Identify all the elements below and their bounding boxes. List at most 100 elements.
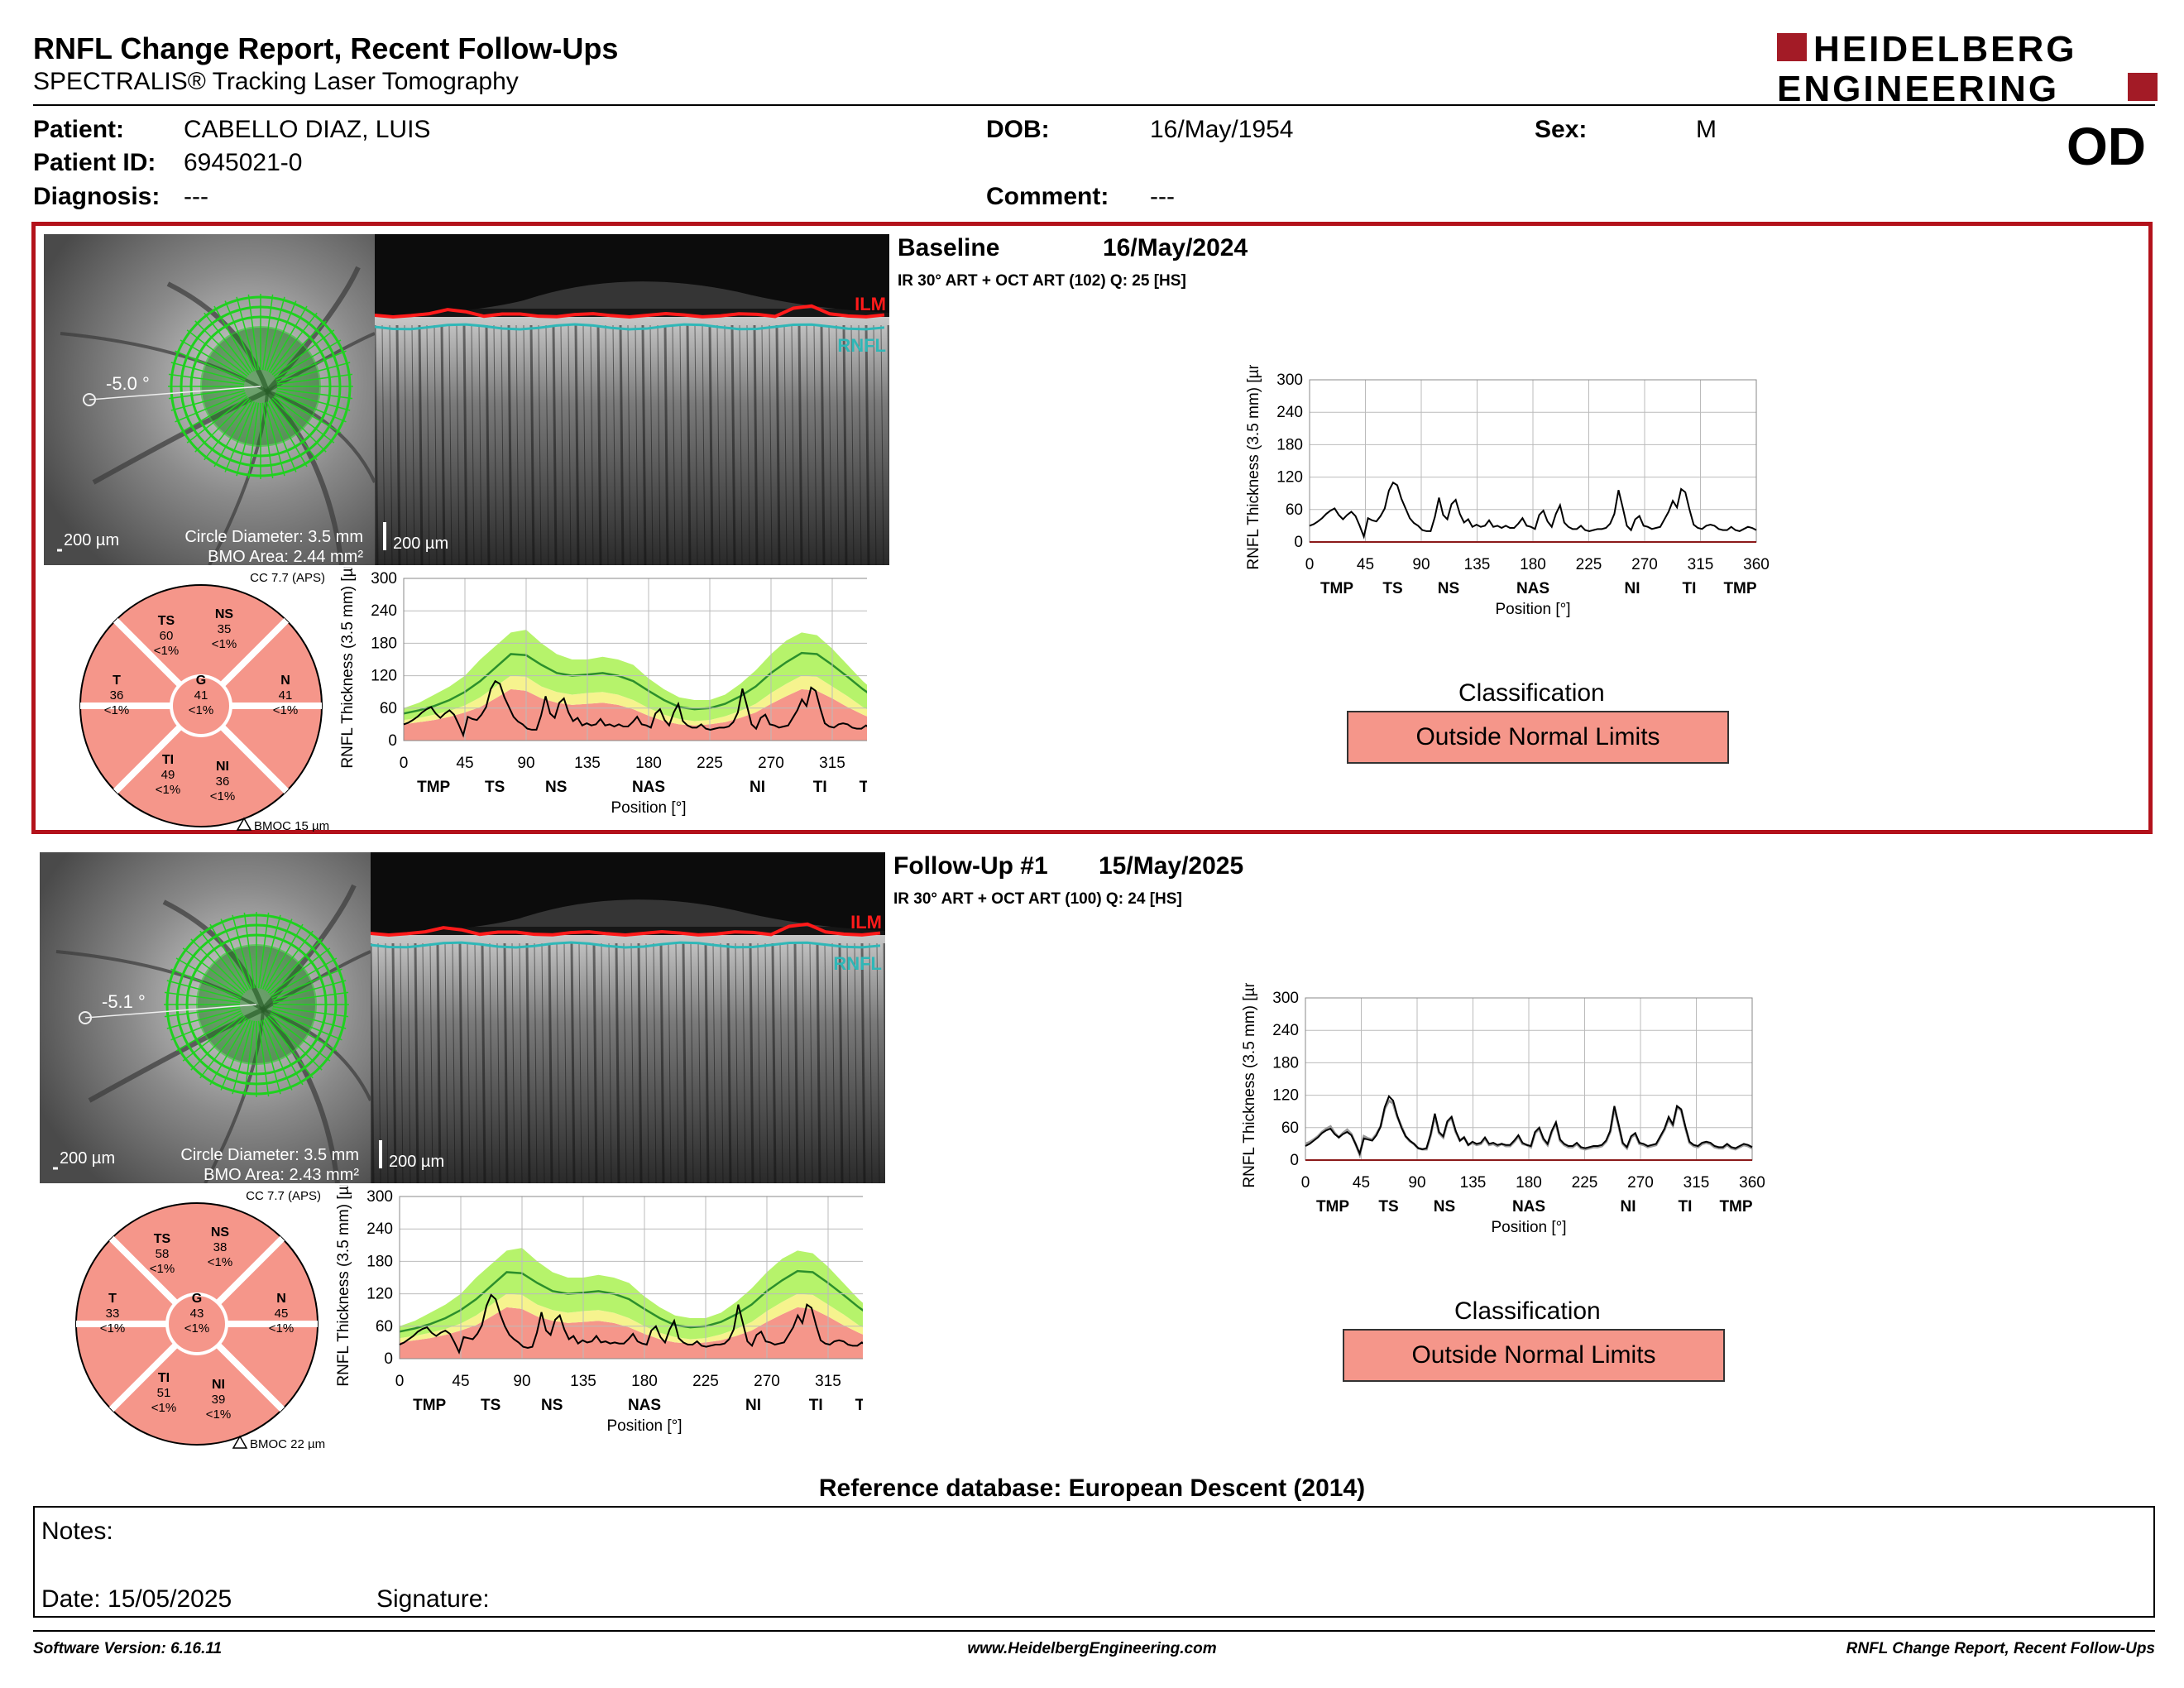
radial-scan [267,1015,323,1071]
region-label-nas: NAS [628,1397,661,1414]
borderline-band [404,675,867,726]
x-axis-label: Position [°] [606,1417,682,1435]
plot-frame [399,1196,863,1360]
sector-percent-g: <1% [184,1321,209,1336]
region-label-nas: NAS [632,779,665,796]
x-tick-label: 0 [400,755,409,772]
radial-scan [175,391,246,423]
region-label-tmp: TMP [413,1397,446,1414]
radial-scan [180,339,247,379]
region-label-tmp: TMP [855,1397,863,1414]
radial-scan [170,1009,242,1041]
visit-date: 16/May/2024 [1103,234,1248,261]
y-tick-label: 120 [1272,1087,1299,1105]
sector-name-ns: NS [215,607,234,621]
sector-name-ns: NS [211,1225,230,1240]
x-tick-label: 180 [635,755,662,772]
radial-scan [272,980,347,1001]
radial-scan [170,390,245,411]
region-label-tmp: TMP [1316,1198,1349,1216]
radial-scan [209,923,249,991]
sector-name-t: T [113,674,121,688]
y-tick-label: 240 [1276,404,1303,421]
radial-scan [275,350,347,381]
sector-divider [113,723,184,794]
sector-divider [108,1235,180,1307]
sector-value-g: 41 [194,688,208,703]
radial-scan [266,930,314,992]
diagnosis-label: Diagnosis: [33,183,160,210]
date-label: Date: 15/05/2025 [41,1585,232,1613]
y-tick-label: 180 [1272,1054,1299,1072]
sector-global [173,678,229,734]
radial-scan [271,320,327,376]
region-label-tmp: TMP [860,779,867,796]
oct-svg: ILM RNFL 200 µm [375,234,889,565]
bmoc-triangle-icon [236,817,252,831]
sector-divider [214,1235,285,1307]
fovea-marker [83,393,96,406]
rnfl-label: RNFL [833,953,882,974]
reference-database: Reference database: European Descent (20… [818,1475,1366,1502]
radial-scan [266,1017,314,1079]
radial-scan [270,1012,338,1052]
sector-value-ns: 38 [213,1240,228,1254]
x-tick-label: 225 [1572,1174,1598,1192]
classification-label: Classification [1454,1297,1601,1325]
y-tick-label: 60 [1281,1120,1299,1137]
region-label-nas: NAS [1516,580,1549,597]
x-tick-label: 90 [517,755,534,772]
y-tick-label: 60 [376,1318,393,1336]
radial-scan [194,397,250,453]
classification-label: Classification [1458,679,1605,707]
ilm-boundary [375,304,885,319]
website-link[interactable]: www.HeidelbergEngineering.com [967,1640,1217,1657]
sector-value-ns: 35 [218,622,232,636]
radial-scan [267,938,323,994]
fundus-scale-label: 200 µm [64,531,119,549]
eye-indicator: OD [2067,117,2146,176]
normative-profile-chart: 06012018024030004590135180225270315360TM… [339,567,867,817]
y-tick-label: 0 [1290,1152,1299,1169]
radial-scan [199,1017,247,1079]
y-tick-label: 120 [366,1286,393,1303]
radial-scan [170,362,245,383]
region-label-tmp: TMP [417,779,450,796]
logo-block-bottom [2128,73,2158,101]
region-label-ti: TI [1679,1198,1693,1216]
footer-report-name: RNFL Change Report, Recent Follow-Ups [1846,1640,2155,1657]
radial-scan [271,397,327,453]
radial-scan [274,339,342,379]
y-tick-label: 0 [384,1350,393,1368]
dob-value: 16/May/1954 [1150,116,1294,143]
sector-name-ts: TS [154,1232,171,1246]
radial-scan [260,1020,281,1095]
fundus-svg: -5.0 ° 200 µm Circle Diameter: 3.5 mm BMO A… [44,234,375,565]
sector-name-ni: NI [212,1378,225,1392]
sector-value-ti: 49 [161,768,175,782]
radial-scan [257,1020,270,1097]
region-label-tmp: TMP [1320,580,1353,597]
x-tick-label: 45 [452,1373,469,1390]
radial-scan [260,914,281,989]
sector-name-t: T [108,1292,117,1306]
cc-label: CC 7.7 (APS) [250,571,325,585]
region-label-ni: NI [1625,580,1640,597]
y-axis-label: RNFL Thickness (3.5 mm) [µm] [339,567,357,769]
sector-name-ti: TI [158,1371,170,1385]
x-tick-label: 135 [1464,556,1491,573]
ilm-label: ILM [855,294,886,314]
y-tick-label: 120 [1276,469,1303,487]
ilm-boundary [371,922,881,937]
y-tick-label: 300 [366,1188,393,1206]
x-axis-label: Position [°] [611,799,686,817]
sector-divider [218,617,290,688]
radial-scan [261,1019,293,1091]
sector-percent-t: <1% [104,703,129,717]
radial-scan [204,312,251,374]
radial-scan [220,1019,251,1091]
radial-scan [209,1018,249,1086]
region-label-ns: NS [545,779,567,796]
region-label-ns: NS [1438,580,1459,597]
radial-scan [275,391,347,423]
